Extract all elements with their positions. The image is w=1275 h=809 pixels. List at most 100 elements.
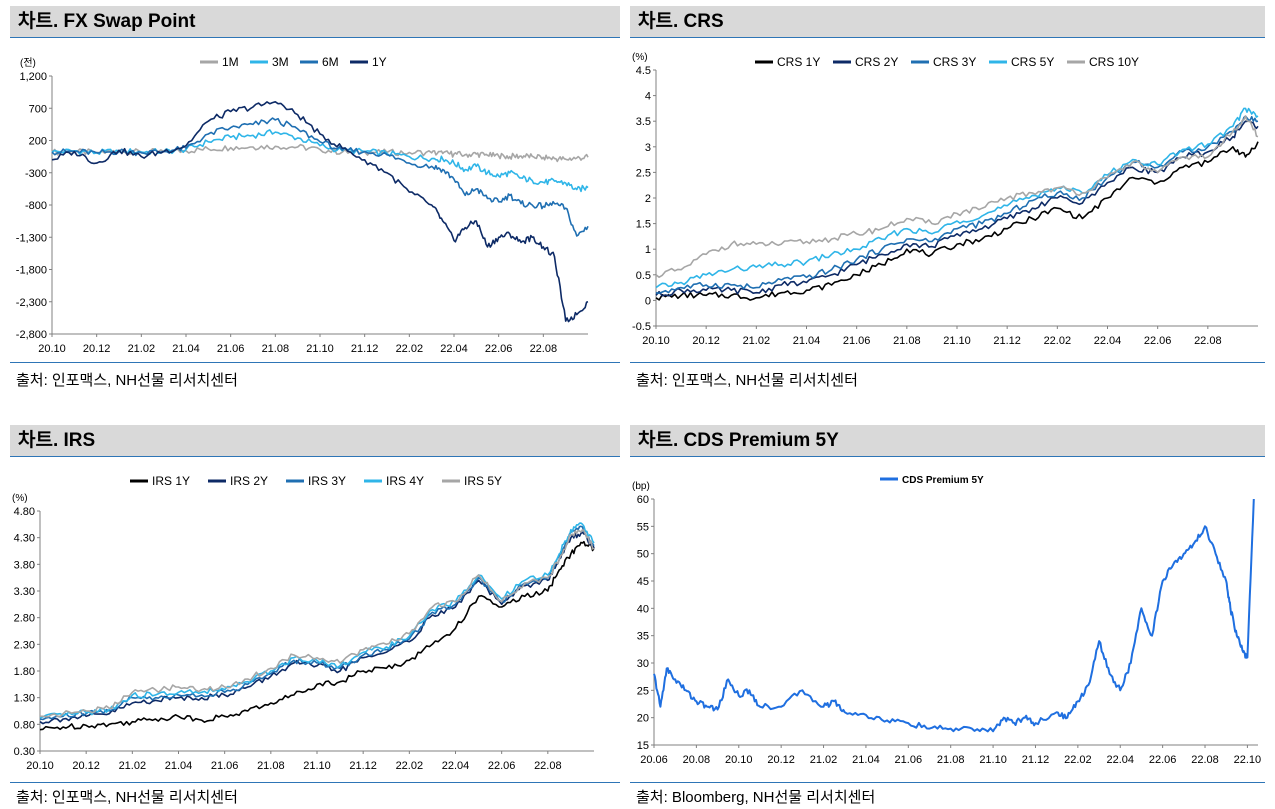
series-line [655, 115, 1259, 278]
x-tick-label: 21.06 [211, 760, 239, 772]
y-tick-label: 0.30 [14, 746, 35, 758]
x-tick-label: 22.06 [1144, 335, 1172, 347]
y-tick-label: 3 [645, 142, 651, 154]
x-tick-label: 22.02 [396, 760, 424, 772]
chart-title: 차트. CRS [630, 6, 1265, 38]
y-tick-label: 50 [637, 549, 649, 561]
y-tick-label: 4.5 [636, 65, 651, 77]
x-tick-label: 21.08 [262, 343, 290, 355]
legend-label: IRS 2Y [230, 474, 268, 488]
x-tick-label: 21.04 [172, 343, 200, 355]
x-tick-label: 21.10 [943, 335, 971, 347]
y-tick-label: 2.30 [14, 639, 35, 651]
x-tick-label: 21.06 [217, 343, 245, 355]
y-tick-label: 35 [637, 631, 649, 643]
x-tick-label: 21.12 [993, 335, 1021, 347]
x-tick-label: 20.12 [767, 754, 795, 766]
x-tick-label: 22.04 [1094, 335, 1122, 347]
x-tick-label: 21.02 [128, 343, 156, 355]
chart-source: 출처: Bloomberg, NH선물 리서치센터 [636, 789, 876, 806]
series-line [655, 107, 1259, 289]
y-tick-label: -1,800 [16, 265, 47, 277]
x-tick-label: 21.04 [852, 754, 880, 766]
y-tick-label: -800 [25, 200, 47, 212]
x-tick-label: 21.10 [979, 754, 1007, 766]
y-tick-label: -1,300 [16, 232, 47, 244]
x-tick-label: 20.10 [725, 754, 753, 766]
x-tick-label: 20.06 [640, 754, 668, 766]
y-tick-label: 1.80 [14, 666, 35, 678]
chart-svg: (%) 0.30 0.80 1.30 1.80 2.30 2.80 3.30 3.80 4.30 4… [12, 474, 595, 772]
chart-svg: (bp) 15 20 25 30 35 40 45 50 55 60 20.06 20.08 20.10 2… [632, 475, 1262, 766]
x-tick-label: 22.02 [1064, 754, 1092, 766]
chart-svg: (%) -0.5 0 0.5 1 1.5 2 2.5 3 3.5 4 4.5 20.10 20.12 21.… [632, 52, 1259, 347]
y-tick-label: 200 [29, 136, 47, 148]
x-tick-label: 21.04 [165, 760, 193, 772]
series-line [39, 525, 595, 721]
y-tick-label: 3.5 [636, 116, 651, 128]
x-tick-label: 22.08 [1194, 335, 1222, 347]
x-tick-label: 21.12 [349, 760, 377, 772]
y-tick-label: 700 [29, 103, 47, 115]
y-tick-label: 0.5 [636, 270, 651, 282]
x-tick-label: 21.08 [257, 760, 285, 772]
legend-label: IRS 1Y [152, 474, 190, 488]
x-tick-label: 22.08 [1191, 754, 1219, 766]
y-tick-label: 3.80 [14, 559, 35, 571]
legend-label: 3M [272, 55, 289, 69]
chart-source: 출처: 인포맥스, NH선물 리서치센터 [636, 372, 858, 389]
x-tick-label: 22.10 [1234, 754, 1262, 766]
y-tick-label: 1,200 [19, 71, 47, 83]
y-tick-label: 0 [645, 295, 651, 307]
series-line [655, 115, 1259, 295]
legend-label: CRS 3Y [933, 55, 976, 69]
bottom-rule [630, 362, 1265, 363]
x-tick-label: 21.02 [810, 754, 838, 766]
series-line [653, 498, 1255, 733]
chart-panel-crs: 차트. CRS (%) -0.5 0 0.5 1 1.5 2 2.5 3 3.5 4 4.5 20.10… [630, 6, 1265, 398]
x-tick-label: 20.10 [642, 335, 670, 347]
x-tick-label: 20.10 [26, 760, 54, 772]
y-tick-label: 15 [637, 740, 649, 752]
x-tick-label: 22.08 [530, 343, 558, 355]
x-tick-label: 22.02 [396, 343, 424, 355]
chart-svg: (전) 1,200 700 200 -300 -800 -1,300 -1,800 -2,300… [16, 55, 589, 355]
y-tick-label: -2,300 [16, 297, 47, 309]
x-tick-label: 21.06 [895, 754, 923, 766]
y-tick-label: 2.5 [636, 167, 651, 179]
chart-title: 차트. CDS Premium 5Y [630, 425, 1265, 457]
y-tick-label: 1.30 [14, 693, 35, 705]
bottom-rule [10, 782, 620, 783]
y-axis-label: (%) [632, 52, 648, 63]
x-tick-label: 22.06 [1149, 754, 1177, 766]
y-tick-label: 4 [645, 91, 651, 103]
series-line [39, 522, 595, 719]
chart-title: 차트. IRS [10, 425, 620, 457]
x-tick-label: 20.10 [38, 343, 66, 355]
y-tick-label: -0.5 [632, 321, 651, 333]
bottom-rule [630, 782, 1265, 783]
y-tick-label: 4.30 [14, 533, 35, 545]
x-tick-label: 21.10 [306, 343, 334, 355]
legend-label: 1M [222, 55, 239, 69]
x-tick-label: 22.06 [485, 343, 513, 355]
legend-label: CDS Premium 5Y [902, 475, 984, 486]
chart-panel-cds: 차트. CDS Premium 5Y (bp) 15 20 25 30 35 40 45 50 5… [630, 425, 1265, 809]
y-tick-label: 60 [637, 494, 649, 506]
series-line [51, 117, 589, 237]
y-tick-label: 4.80 [14, 506, 35, 518]
x-tick-label: 21.06 [843, 335, 871, 347]
series-line [39, 531, 595, 725]
series-line [655, 141, 1259, 301]
x-tick-label: 21.12 [351, 343, 379, 355]
y-tick-label: -300 [25, 168, 47, 180]
x-tick-label: 20.12 [692, 335, 720, 347]
x-tick-label: 21.02 [743, 335, 771, 347]
x-tick-label: 22.04 [442, 760, 470, 772]
y-tick-label: 45 [637, 576, 649, 588]
y-tick-label: 2 [645, 193, 651, 205]
x-tick-label: 22.08 [534, 760, 562, 772]
x-tick-label: 21.08 [893, 335, 921, 347]
x-tick-label: 21.02 [119, 760, 147, 772]
legend-label: CRS 1Y [777, 55, 820, 69]
